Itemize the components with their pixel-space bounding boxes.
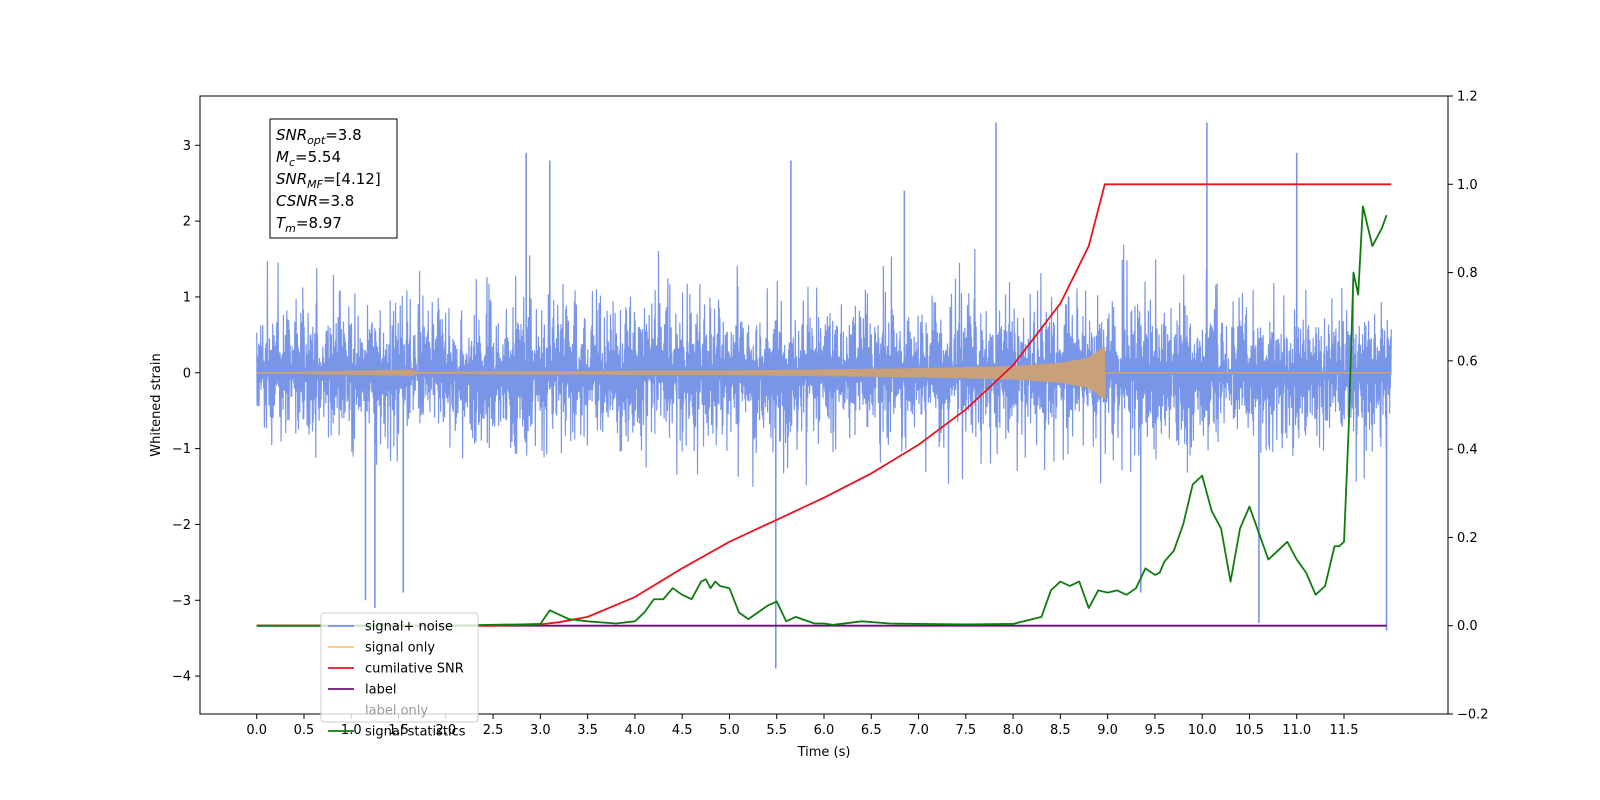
y2-tick-label: 1.2 <box>1457 90 1478 105</box>
x-tick-label: 8.0 <box>1003 723 1024 738</box>
x-tick-label: 2.0 <box>435 723 456 738</box>
series-layer <box>256 122 1392 669</box>
x-tick-label: 7.5 <box>955 723 976 738</box>
info-box-frame <box>269 118 398 239</box>
y-tick-label: −1 <box>172 442 191 457</box>
x-tick-label: 3.0 <box>530 723 551 738</box>
x-tick-label: 10.0 <box>1188 723 1217 738</box>
legend-entry-label: label <box>365 683 396 698</box>
y-tick-label: 0 <box>183 366 191 381</box>
legend-entry-label: cumilative SNR <box>365 662 464 677</box>
x-tick-label: 9.0 <box>1097 723 1118 738</box>
info-box-line: Mc=5.54 <box>276 148 341 169</box>
legend: signal+ noise signal only cumilative SNR la… <box>320 612 479 740</box>
y-tick-label: 2 <box>183 215 191 230</box>
info-box-line: SNRopt=3.8 <box>276 126 362 147</box>
y-axis-label: Whitened strain <box>149 353 164 456</box>
y2-tick-label: −0.2 <box>1457 708 1489 723</box>
x-tick-label: 8.5 <box>1050 723 1071 738</box>
legend-entry-label: signal only <box>365 641 435 656</box>
x-tick-label: 2.5 <box>483 723 504 738</box>
y2-tick-label: 0.4 <box>1457 443 1478 458</box>
info-box-line: SNRMF=[4.12] <box>276 170 381 191</box>
y2-tick-label: 0.8 <box>1457 266 1478 281</box>
series-signal-only-line <box>256 346 1392 400</box>
y-tick-label: 1 <box>183 290 191 305</box>
info-box-line: CSNR=3.8 <box>276 192 354 210</box>
y-tick-label: −3 <box>172 594 191 609</box>
x-tick-label: 9.5 <box>1145 723 1166 738</box>
y-axis: −4 −3 −2 −1 0 1 2 3 <box>172 139 200 685</box>
x-tick-label: 5.0 <box>719 723 740 738</box>
x-tick-label: 3.5 <box>577 723 598 738</box>
x-tick-label: 4.0 <box>625 723 646 738</box>
plot-area <box>199 95 1449 715</box>
x-tick-label: 11.5 <box>1330 723 1359 738</box>
y2-tick-label: 1.0 <box>1457 178 1478 193</box>
series-cumulative-snr-line <box>256 183 1392 627</box>
series-signal-noise-line <box>256 244 1392 487</box>
y2-tick-label: 0.6 <box>1457 354 1478 369</box>
legend-entry-label: label only <box>365 704 428 719</box>
x-tick-label: 4.5 <box>672 723 693 738</box>
legend-entry-label: signal statistics <box>365 725 466 740</box>
x-axis-label: Time (s) <box>797 745 851 760</box>
x-tick-label: 0.0 <box>246 723 267 738</box>
legend-frame <box>320 612 479 723</box>
y-tick-label: 3 <box>183 139 191 154</box>
x-tick-label: 7.0 <box>908 723 929 738</box>
legend-entry-label: signal+ noise <box>365 620 453 635</box>
y-tick-label: −4 <box>172 670 191 685</box>
y2-tick-label: 0.0 <box>1457 619 1478 634</box>
y-tick-label: −2 <box>172 518 191 533</box>
x-axis: 0.0 0.5 1.0 1.5 2.0 2.5 3.0 3.5 4.0 4.5 5.0 5.5 6.0 6… <box>246 714 1358 738</box>
series-signal-statistics-line <box>256 205 1388 627</box>
x-tick-label: 0.5 <box>294 723 315 738</box>
x-tick-label: 5.5 <box>766 723 787 738</box>
x-tick-label: 10.5 <box>1235 723 1264 738</box>
y2-axis: −0.2 0.0 0.2 0.4 0.6 0.8 1.0 1.2 <box>1448 90 1489 723</box>
x-tick-label: 1.5 <box>388 723 409 738</box>
info-box-line: Tm=8.97 <box>276 214 342 235</box>
x-tick-label: 6.0 <box>814 723 835 738</box>
x-tick-label: 6.5 <box>861 723 882 738</box>
y2-tick-label: 0.2 <box>1457 531 1478 546</box>
x-tick-label: 11.0 <box>1282 723 1311 738</box>
